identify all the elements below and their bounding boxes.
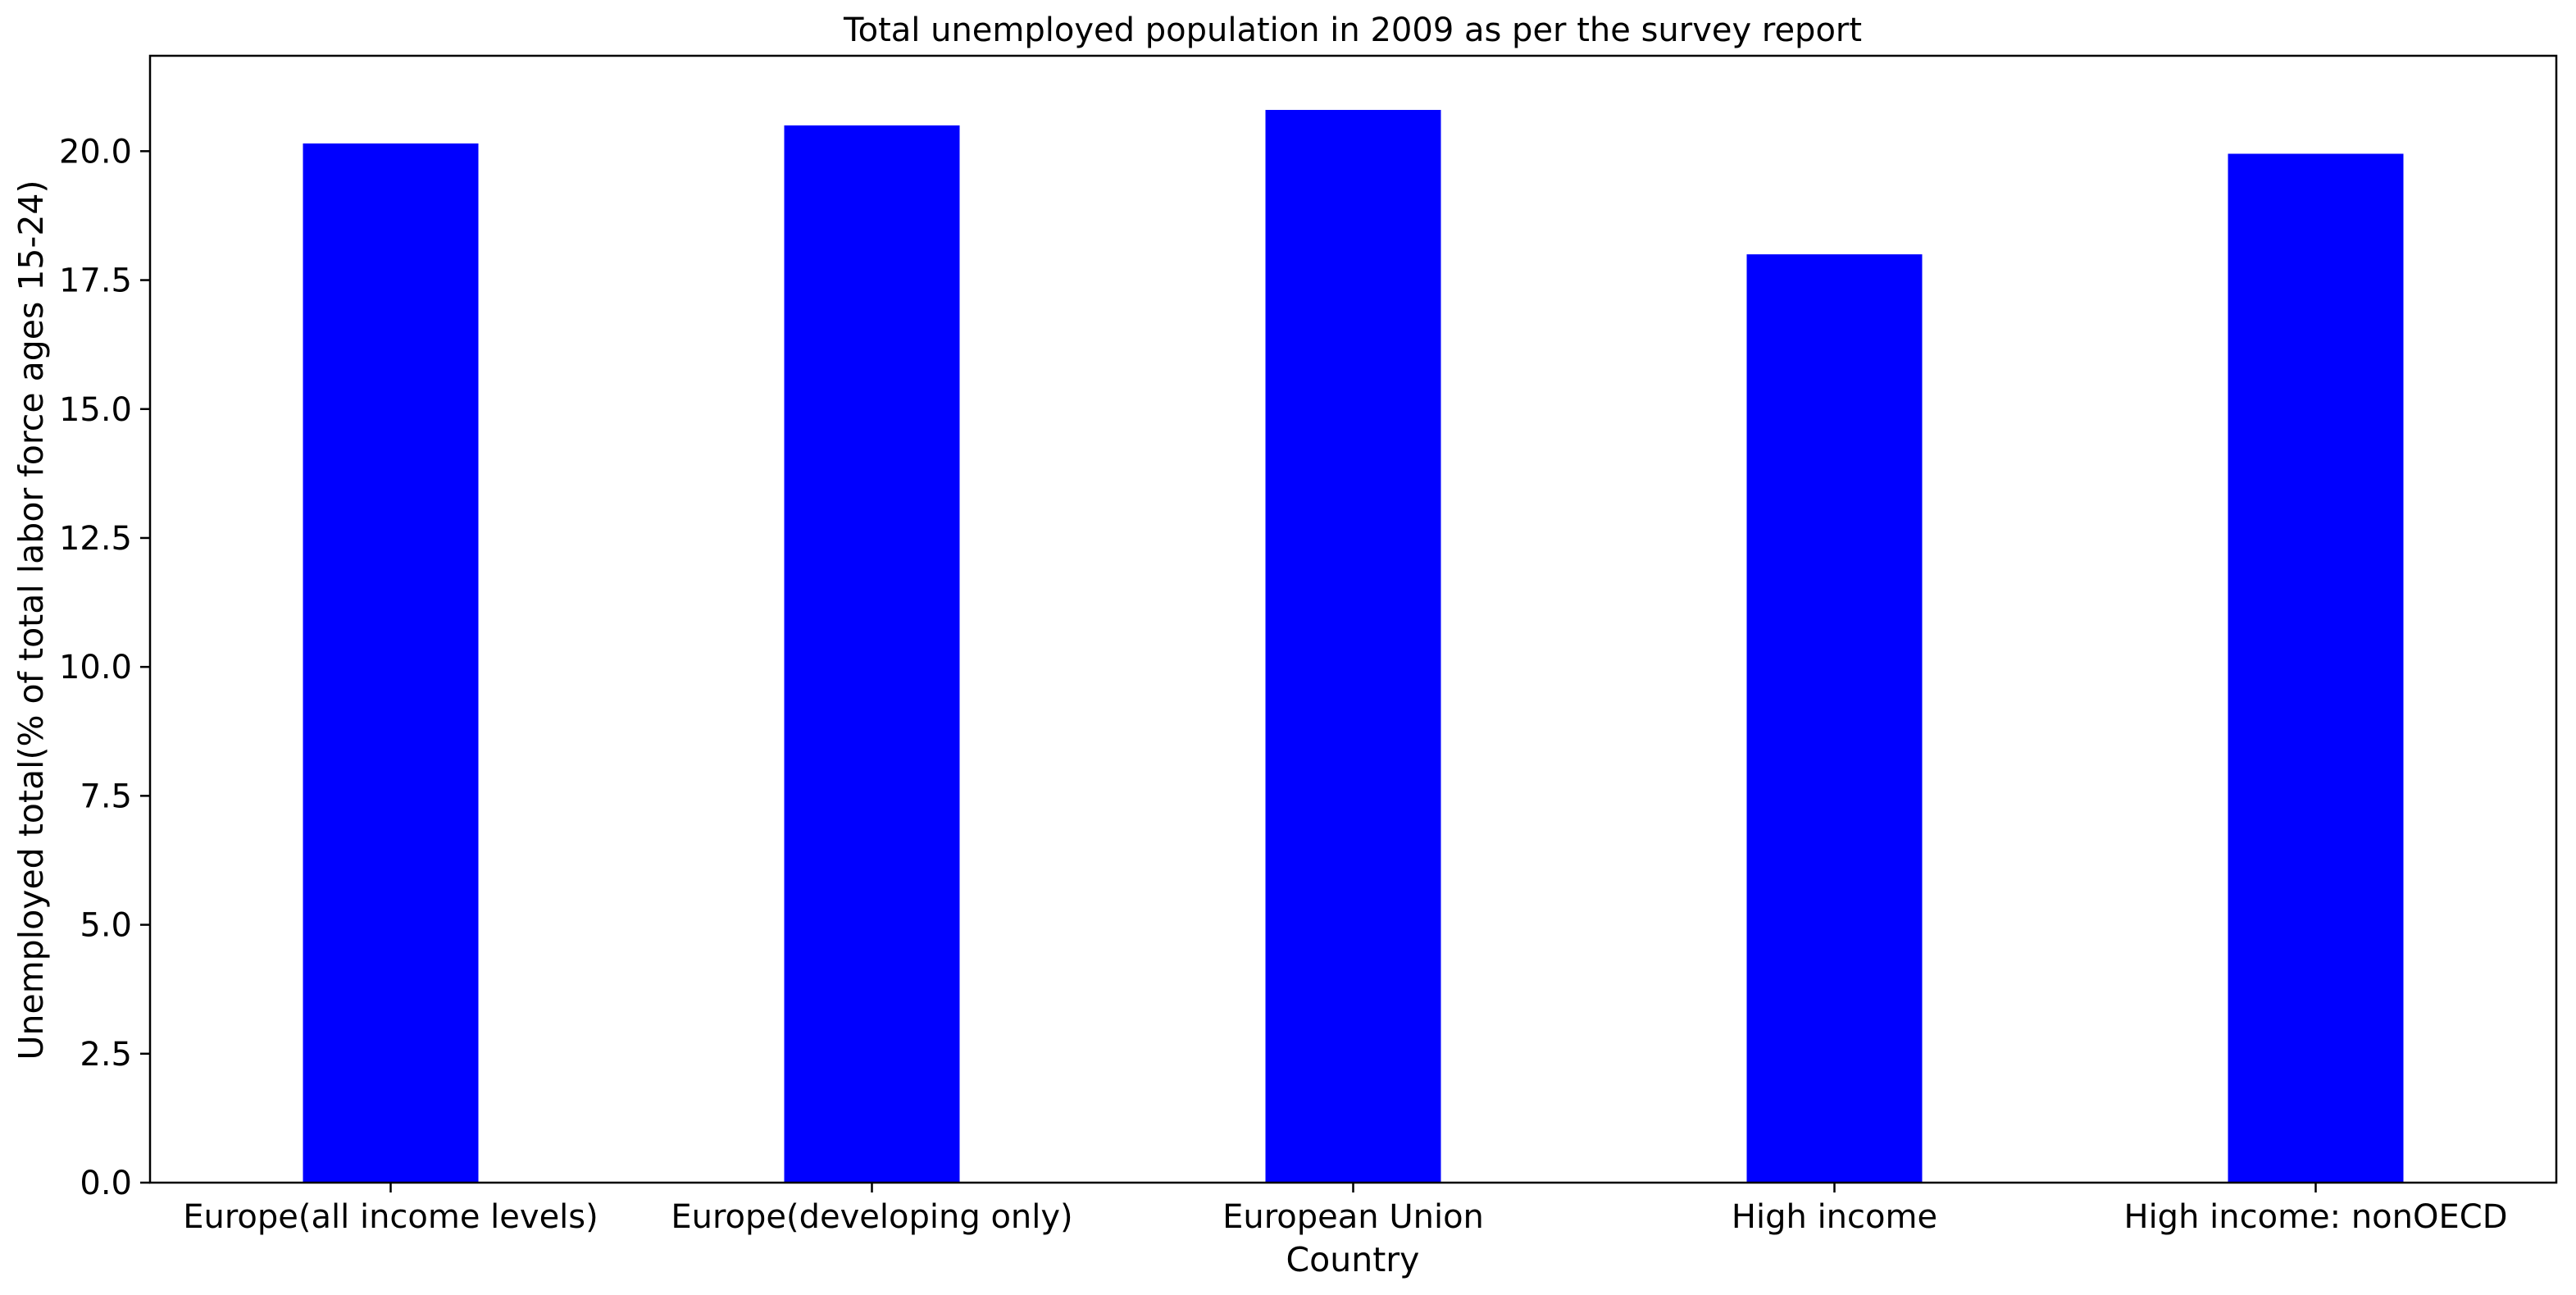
y-axis-ticks: 0.0 2.5 5.0 7.5 10.0 12.5 15.0 17.5 20.0 — [59, 133, 150, 1202]
x-tick-label-1: Europe(developing only) — [671, 1198, 1072, 1236]
bar-4 — [2228, 153, 2404, 1183]
bar-3 — [1746, 254, 1923, 1183]
x-axis-label: Country — [1286, 1240, 1420, 1279]
y-tick-label-5: 12.5 — [59, 520, 132, 558]
bar-1 — [784, 125, 960, 1183]
y-tick-label-6: 15.0 — [59, 391, 132, 429]
y-axis-label: Unemployed total(% of total labor force … — [11, 180, 51, 1060]
chart-title: Total unemployed population in 2009 as p… — [843, 11, 1862, 49]
x-tick-label-0: Europe(all income levels) — [183, 1198, 598, 1236]
x-axis-ticks: Europe(all income levels) Europe(developi… — [183, 1183, 2508, 1236]
bar-0 — [303, 143, 479, 1183]
plot-frame — [148, 54, 2558, 1184]
y-tick-label-0: 0.0 — [80, 1165, 132, 1202]
x-tick-label-2: European Union — [1222, 1198, 1484, 1236]
bar-2 — [1265, 110, 1441, 1183]
y-tick-label-7: 17.5 — [59, 262, 132, 300]
y-tick-label-4: 10.0 — [59, 649, 132, 686]
bars-layer — [303, 110, 2404, 1183]
y-tick-label-3: 7.5 — [80, 777, 132, 815]
y-tick-label-8: 20.0 — [59, 133, 132, 171]
y-tick-label-2: 5.0 — [80, 907, 132, 945]
y-tick-label-1: 2.5 — [80, 1036, 132, 1074]
x-tick-label-4: High income: nonOECD — [2123, 1198, 2507, 1236]
x-tick-label-3: High income — [1732, 1198, 1937, 1236]
